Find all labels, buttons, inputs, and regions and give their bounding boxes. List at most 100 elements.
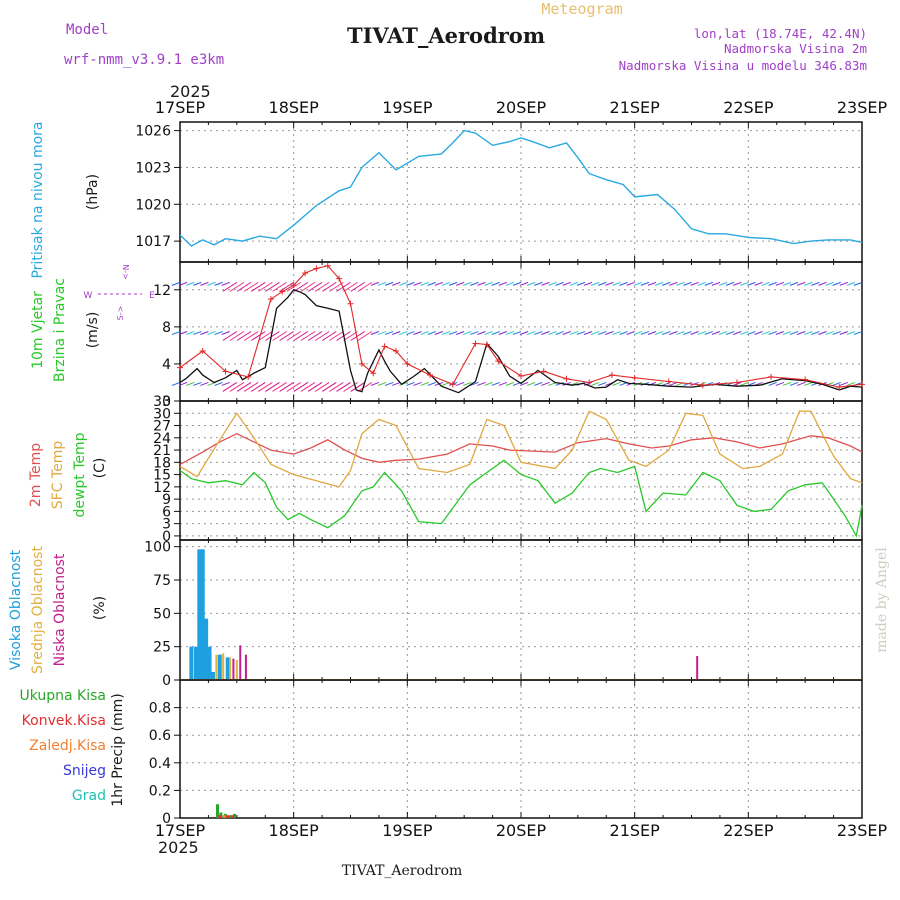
wind-barb (534, 381, 543, 386)
wind-barb (846, 381, 856, 386)
wind-gust-marker (472, 340, 479, 347)
wind-speed-line (179, 289, 863, 394)
wind-barb (697, 281, 706, 286)
wind-barb (733, 281, 742, 286)
wind-barb (754, 281, 763, 286)
wind-barb (605, 331, 614, 335)
legend-west: W (84, 291, 93, 301)
wind-barb (477, 331, 486, 335)
wind-barb (640, 331, 650, 335)
y-tick-label: 0 (162, 394, 171, 410)
wind-barb (683, 281, 692, 286)
wind-barb (420, 281, 429, 286)
wind-barb (782, 331, 792, 335)
wind-barb (171, 381, 181, 386)
wind-barb (519, 331, 529, 335)
wind-barb (519, 281, 529, 286)
lonlat-text: lon,lat (18.74E, 42.4N) (694, 26, 867, 41)
wind-gust-marker (540, 368, 547, 375)
wind-barb (250, 331, 266, 341)
wind-barb (307, 331, 323, 341)
y-tick-label: 24 (153, 431, 171, 447)
pressure-label: Pritisak na nivou mora (30, 121, 46, 278)
y-tick-label: 15 (153, 468, 171, 484)
wind-barb (229, 331, 245, 341)
wind-barb (512, 281, 522, 286)
wind-gust-marker (518, 372, 524, 379)
wind-barb (236, 331, 252, 341)
wind-barb (576, 281, 586, 286)
temp-2m-line (179, 432, 863, 465)
wind-barb (221, 281, 230, 286)
wind-barb (619, 331, 628, 335)
wind-barb (654, 331, 664, 335)
wind-barb (775, 331, 785, 335)
wind-barb (300, 382, 316, 392)
wind-barb (399, 381, 408, 386)
wind-barb (329, 382, 344, 392)
wind-barb (612, 281, 621, 286)
wind-gust-marker (267, 296, 274, 303)
wind-barb (171, 331, 181, 335)
wind-barb (200, 331, 209, 335)
wind-barb (498, 281, 507, 286)
wind-barb (214, 381, 223, 386)
precip-label-4: Snijeg (63, 763, 106, 779)
wind-barb (598, 331, 607, 335)
wind-barb (463, 281, 472, 286)
wind-barb (662, 331, 671, 335)
wind-barb (455, 331, 465, 335)
wind-barb (207, 281, 216, 286)
wind-gust-marker (563, 375, 570, 382)
wind-barb (789, 331, 799, 335)
wind-barb (740, 381, 749, 386)
cloud-high-bar (217, 654, 222, 680)
wind-barb (590, 331, 600, 335)
wind-barb (477, 381, 486, 386)
cloud-low-bar (244, 654, 247, 680)
wind-barb (427, 381, 436, 386)
wind-barb (761, 281, 770, 286)
legend-east: E (149, 291, 155, 301)
panel-frame (179, 539, 863, 681)
wind-gust-marker (290, 282, 297, 289)
wind-barb (336, 281, 351, 292)
wind-gust-marker (358, 360, 365, 367)
wind-barb (562, 331, 571, 335)
y-tick-label: 3 (162, 517, 171, 533)
precip-frz-bar (222, 815, 226, 818)
temp-label-2: SFC Temp (50, 441, 66, 510)
wind-gust-marker (859, 381, 865, 388)
wind-gust-marker (733, 379, 740, 386)
wind-barb (789, 281, 799, 286)
wind-barb (178, 281, 188, 286)
credit-text: made by Angel (874, 547, 890, 653)
wind-barb (229, 382, 245, 392)
wind-barb (818, 281, 827, 286)
wind-barb (279, 331, 294, 341)
wind-panel: 0 4 8 12 (153, 261, 865, 410)
wind-barb (555, 281, 564, 286)
bottom-day-labels: 17SEP 18SEP 19SEP 20SEP 21SEP 22SEP 23SEP (155, 821, 888, 840)
y-tick-label: 50 (153, 606, 171, 622)
wind-barb (399, 331, 408, 335)
wind-barb (455, 381, 465, 386)
top-day-label: 22SEP (723, 98, 774, 117)
wind-barb (512, 331, 522, 335)
panel-frame (179, 679, 863, 819)
precip-conv-bar (230, 815, 234, 818)
wind-barb (272, 331, 287, 341)
y-tick-label: 0 (162, 673, 171, 689)
pressure-panel: 1017 1020 1023 1026 (135, 121, 863, 263)
cloud-high-bar (204, 618, 209, 680)
wind-gust-marker (449, 381, 456, 388)
wind-barb (448, 331, 458, 335)
wind-barb (747, 381, 756, 386)
wind-barb (406, 381, 415, 386)
wind-barb (555, 331, 564, 335)
cloud-high-bar (225, 657, 230, 680)
wind-barb (740, 281, 749, 286)
wind-barb (825, 281, 834, 286)
wind-barb (370, 281, 380, 286)
